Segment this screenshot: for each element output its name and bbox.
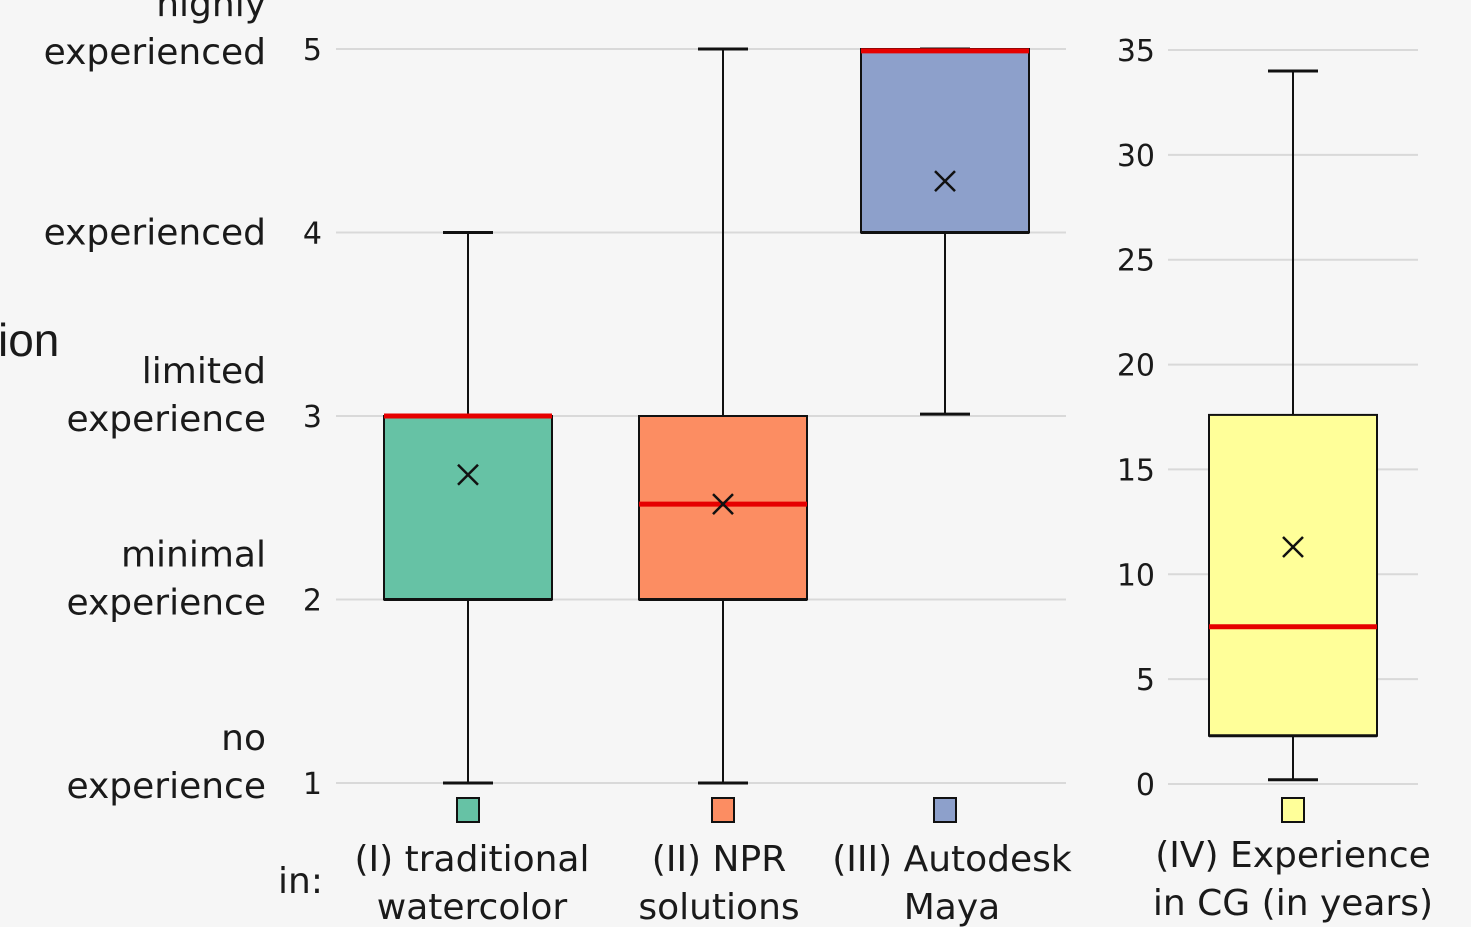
y-category-label: experienced xyxy=(44,213,266,254)
box-iqr xyxy=(860,48,1030,234)
y-tick-label-2: 2 xyxy=(303,584,322,619)
y-category-label: experience xyxy=(66,583,266,624)
y-tick-label-25: 25 xyxy=(1117,244,1155,279)
y-category-label: experience xyxy=(66,766,266,807)
y-tick-label-1: 1 xyxy=(303,767,322,802)
box-2 xyxy=(638,47,808,823)
y-tick-label-3: 3 xyxy=(303,400,322,435)
mean-marker xyxy=(457,463,479,486)
box-iqr xyxy=(383,415,553,601)
x-category-label: (IV) Experience xyxy=(1155,835,1431,876)
box-iqr xyxy=(1208,413,1378,737)
clipped-text-fragment: ion xyxy=(0,314,59,366)
y-tick-label-10: 10 xyxy=(1117,558,1155,593)
right-boxes xyxy=(1208,69,1378,823)
x-category-labels: (I) traditional watercolor (II) NPR solutio… xyxy=(354,835,1433,927)
y-tick-label-30: 30 xyxy=(1117,139,1155,174)
x-category-label: (III) Autodesk xyxy=(832,839,1072,880)
right-y-tick-labels: 0 5 10 15 20 25 30 35 xyxy=(1117,34,1155,803)
x-category-label: watercolor xyxy=(377,887,568,927)
x-category-label: (I) traditional xyxy=(354,839,589,880)
y-tick-label-5: 5 xyxy=(1136,663,1155,698)
mean-marker xyxy=(712,493,734,515)
mean-marker xyxy=(934,170,956,193)
box-iqr xyxy=(638,415,808,601)
legend-swatch xyxy=(456,797,480,823)
left-y-tick-labels: 1 2 3 4 5 xyxy=(303,33,322,802)
y-category-label: limited xyxy=(142,351,266,392)
y-category-label: experienced xyxy=(44,32,266,73)
box-1 xyxy=(383,231,553,823)
y-category-label: experience xyxy=(66,399,266,440)
y-tick-label-20: 20 xyxy=(1117,349,1155,384)
y-category-label: minimal xyxy=(121,535,266,576)
box-3 xyxy=(860,47,1030,823)
box-4 xyxy=(1208,69,1378,823)
y-tick-label-0: 0 xyxy=(1136,768,1155,803)
mean-marker xyxy=(1282,536,1304,558)
x-category-label: (II) NPR xyxy=(652,839,786,880)
y-tick-label-35: 35 xyxy=(1117,34,1155,69)
left-panel: 1 2 3 4 5 no experience minimal experience limit… xyxy=(44,0,1066,823)
category-prefix: in: xyxy=(278,861,323,902)
y-category-label: highly xyxy=(156,0,266,25)
left-boxes xyxy=(383,47,1030,823)
x-category-label: solutions xyxy=(638,887,799,927)
legend-swatch xyxy=(1281,797,1305,823)
legend-swatch xyxy=(711,797,735,823)
legend-swatch xyxy=(933,797,957,823)
left-y-category-labels: no experience minimal experience limited expe… xyxy=(44,0,266,807)
x-category-label: Maya xyxy=(904,887,1001,927)
right-panel: 0 5 10 15 20 25 30 35 xyxy=(1117,34,1418,823)
y-tick-label-15: 15 xyxy=(1117,453,1155,488)
y-tick-label-4: 4 xyxy=(303,217,322,252)
x-category-label: in CG (in years) xyxy=(1153,883,1433,924)
y-category-label: no xyxy=(221,718,266,759)
y-tick-label-5: 5 xyxy=(303,33,322,68)
